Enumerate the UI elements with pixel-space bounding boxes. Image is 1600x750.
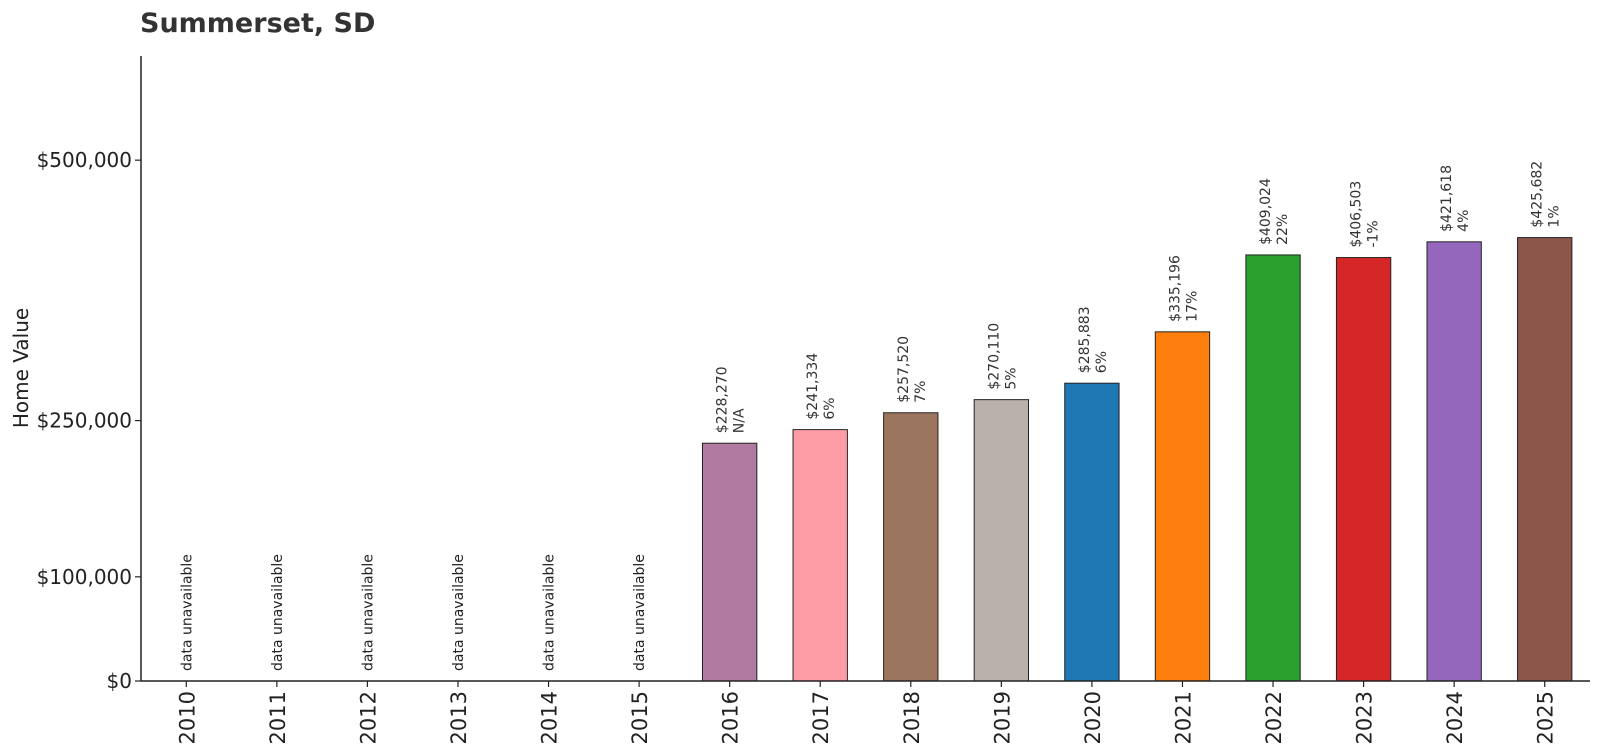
bar-2025 (1517, 237, 1573, 682)
x-tick-label: 2012 (356, 691, 380, 744)
bar-value-label: $421,618 (1439, 165, 1455, 232)
bar-change-label: 1% (1547, 205, 1563, 227)
bar-change-label: 17% (1184, 291, 1200, 322)
x-tick-label: 2018 (900, 691, 924, 744)
plot-area: $0 $100,000 $250,000 $500,000 2010 data unava… (37, 148, 1573, 744)
x-tick-label: 2019 (990, 691, 1014, 744)
bar-value-label: $241,334 (805, 353, 821, 420)
y-tick-label: $500,000 (37, 148, 132, 172)
bar-2016 (701, 442, 758, 682)
bar-2020 (1064, 382, 1120, 682)
bar-change-label: 6% (822, 397, 838, 419)
bar-value-label: $409,024 (1258, 178, 1274, 245)
x-tick-label: 2010 (175, 691, 199, 744)
x-tick-label: 2011 (266, 691, 290, 744)
bar-2019 (973, 399, 1030, 682)
bar-2017 (792, 429, 848, 682)
y-tick-label: $250,000 (37, 409, 132, 433)
data-unavailable-label: data unavailable (632, 554, 648, 671)
x-tick-label: 2023 (1353, 691, 1377, 744)
y-tick-label: $0 (107, 669, 132, 693)
x-tick-label: 2015 (628, 691, 652, 744)
bar-value-label: $425,682 (1530, 161, 1546, 228)
bar-change-label: 22% (1275, 214, 1291, 245)
x-tick-label: 2013 (447, 691, 471, 744)
bar-value-label: $406,503 (1349, 181, 1365, 248)
bar-change-label: 7% (913, 381, 929, 403)
bar-value-label: $270,110 (986, 323, 1002, 390)
chart-title: Summerset, SD (140, 8, 375, 39)
bar-value-label: $335,196 (1167, 255, 1183, 322)
bar-value-label: $228,270 (715, 366, 731, 433)
bar-value-label: $285,883 (1077, 306, 1093, 373)
x-tick-label: 2022 (1262, 691, 1286, 744)
bar-2021 (1154, 331, 1211, 682)
bar-change-label: 5% (1003, 367, 1019, 389)
bar-2024 (1426, 241, 1482, 682)
x-tick-label: 2020 (1081, 691, 1105, 744)
data-unavailable-label: data unavailable (270, 554, 286, 671)
y-axis-label: Home Value (9, 308, 33, 428)
bar-change-label: -1% (1366, 220, 1382, 247)
bar-change-label: 6% (1094, 351, 1110, 373)
x-tick-label: 2016 (719, 691, 743, 744)
bar-2023 (1335, 257, 1392, 682)
x-tick-label: 2021 (1171, 691, 1195, 744)
data-unavailable-label: data unavailable (179, 554, 195, 671)
bar-change-label: N/A (732, 408, 748, 433)
data-unavailable-label: data unavailable (360, 554, 376, 671)
bar-2022 (1245, 254, 1301, 682)
data-unavailable-label: data unavailable (542, 554, 558, 671)
x-tick-label: 2017 (809, 691, 833, 744)
x-tick-label: 2024 (1443, 691, 1467, 744)
y-tick-label: $100,000 (37, 565, 132, 589)
bar-2018 (883, 412, 939, 682)
bar-change-label: 4% (1456, 210, 1472, 232)
bar-value-label: $257,520 (896, 336, 912, 403)
data-unavailable-label: data unavailable (451, 554, 467, 671)
x-tick-label: 2025 (1534, 691, 1558, 744)
x-tick-label: 2014 (538, 691, 562, 744)
